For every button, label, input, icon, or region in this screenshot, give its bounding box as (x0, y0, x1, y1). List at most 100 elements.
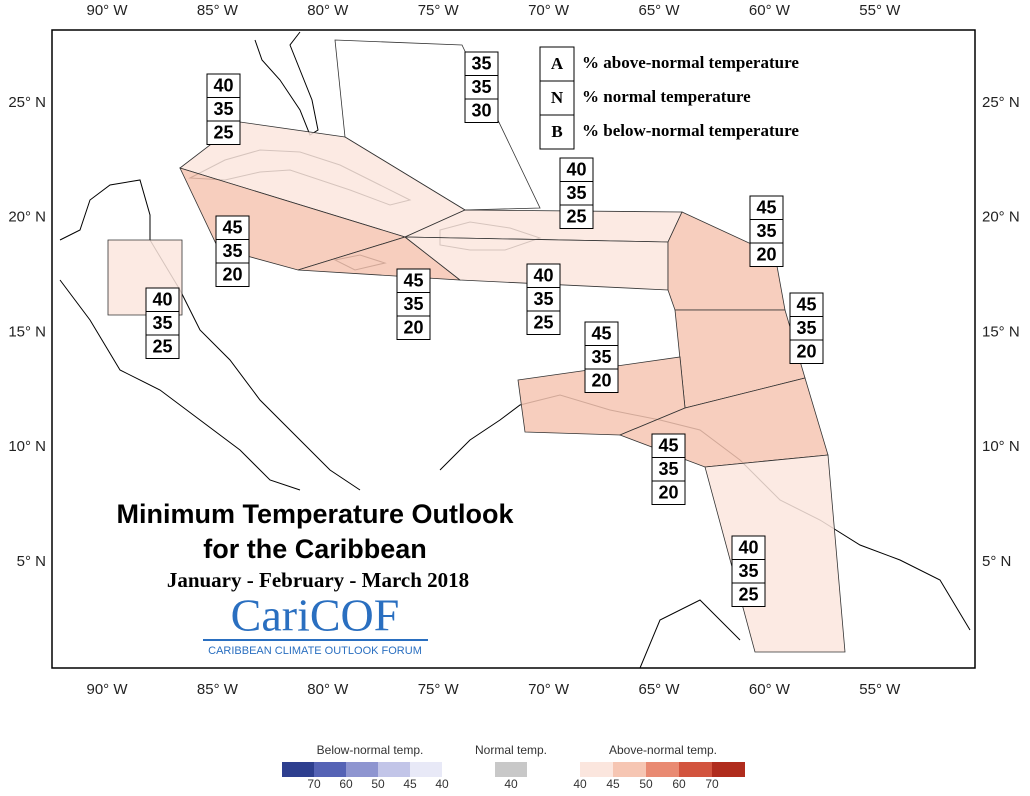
box-value: 20 (658, 482, 678, 502)
lon-label: 90° W (86, 2, 128, 19)
colorbar-tick: 50 (371, 777, 385, 791)
box-value: 35 (533, 289, 553, 309)
box-value: 40 (566, 159, 586, 179)
box-value: 45 (756, 197, 776, 217)
lon-label: 90° W (86, 681, 128, 698)
box-value: 35 (591, 347, 611, 367)
box-value: 25 (152, 336, 172, 356)
legend-key: A % above-normal temperature N % normal tem… (539, 46, 799, 150)
box-value: 20 (222, 264, 242, 284)
swatch (410, 762, 442, 777)
swatch (346, 762, 378, 777)
box-value: 25 (566, 206, 586, 226)
box-value: 45 (796, 294, 816, 314)
lat-label: 20° N (982, 209, 1020, 226)
lon-label: 55° W (859, 2, 901, 19)
colorbar-tick: 40 (504, 777, 518, 791)
lon-label: 80° W (307, 681, 349, 698)
swatch (495, 762, 527, 777)
lat-label: 5° N (982, 553, 1011, 570)
colorbar-tick: 70 (307, 777, 321, 791)
swatch (613, 762, 646, 777)
colorbar-title: Above-normal temp. (609, 743, 717, 757)
title-line-2: for the Caribbean (203, 534, 427, 564)
title: Minimum Temperature Outlook (116, 499, 514, 529)
colorbar-tick: 50 (639, 777, 653, 791)
box-value: 35 (566, 183, 586, 203)
logo: CariCOF (231, 590, 400, 641)
colorbar-tick: 45 (403, 777, 417, 791)
box-value: 35 (756, 221, 776, 241)
box-value: 20 (403, 317, 423, 337)
lat-label: 15° N (982, 323, 1020, 340)
box-value: 25 (738, 584, 758, 604)
box-value: 35 (222, 241, 242, 261)
lon-label: 60° W (749, 681, 791, 698)
box-value: 35 (471, 77, 491, 97)
lon-label: 85° W (197, 2, 239, 19)
box-cell (215, 262, 250, 287)
box-value: 45 (403, 270, 423, 290)
box-cell (396, 315, 431, 340)
colorbar-title: Below-normal temp. (317, 743, 424, 757)
box-cell (789, 339, 824, 364)
key-text: % above-normal temperature (582, 53, 799, 72)
swatch (314, 762, 346, 777)
colorbar-tick: 70 (705, 777, 719, 791)
swatch (712, 762, 745, 777)
key-letter: A (551, 54, 564, 73)
key-letter: N (551, 88, 564, 107)
box-value: 35 (471, 53, 491, 73)
box-value: 45 (222, 217, 242, 237)
logo-subtitle: CARIBBEAN CLIMATE OUTLOOK FORUM (208, 645, 422, 657)
colorbar-tick: 40 (435, 777, 449, 791)
lat-label: 10° N (982, 438, 1020, 455)
box-value: 35 (152, 313, 172, 333)
box-value: 20 (756, 244, 776, 264)
lat-label: 20° N (8, 209, 46, 226)
box-value: 25 (213, 122, 233, 142)
swatch (646, 762, 679, 777)
axes: 90° W 90° W 85° W 85° W 80° W 80° W 75° W 75° W… (8, 2, 1019, 698)
colorbar-tick: 40 (573, 777, 587, 791)
colorbar-tick: 60 (339, 777, 353, 791)
lat-label: 5° N (17, 553, 46, 570)
box-value: 40 (213, 75, 233, 95)
lon-label: 75° W (418, 681, 460, 698)
lon-label: 80° W (307, 2, 349, 19)
box-value: 25 (533, 312, 553, 332)
lon-label: 55° W (859, 681, 901, 698)
key-letter: B (551, 122, 562, 141)
key-cell (539, 46, 575, 82)
lon-label: 70° W (528, 2, 570, 19)
box-cell (464, 98, 499, 123)
box-cell (559, 204, 594, 229)
swatch (378, 762, 410, 777)
box-value: 35 (658, 459, 678, 479)
box-value: 35 (213, 99, 233, 119)
box-value: 45 (658, 435, 678, 455)
box-value: 20 (591, 370, 611, 390)
box-value: 35 (738, 561, 758, 581)
box-value: 20 (796, 341, 816, 361)
swatch (580, 762, 613, 777)
lon-label: 75° W (418, 2, 460, 19)
colorbar-title: Normal temp. (475, 743, 547, 757)
region (334, 39, 541, 211)
box-cell (731, 582, 766, 607)
box-value: 40 (533, 265, 553, 285)
box-cell (584, 368, 619, 393)
colorbar-tick: 60 (672, 777, 686, 791)
box-cell (526, 310, 561, 335)
key-text: % normal temperature (582, 87, 751, 106)
lat-label: 25° N (982, 94, 1020, 111)
colorbar: Below-normal temp. 70 60 50 45 40 Normal temp.… (282, 743, 745, 791)
probability-boxes: 35 35 30 40 35 25 45 35 20 45 35 20 40 35 25 40 35 25 45 35… (145, 51, 824, 607)
swatch (282, 762, 314, 777)
box-cell (749, 242, 784, 267)
box-cell (651, 480, 686, 505)
box-value: 45 (591, 323, 611, 343)
box-value: 35 (796, 318, 816, 338)
box-value: 30 (471, 100, 491, 120)
lon-label: 65° W (638, 2, 680, 19)
